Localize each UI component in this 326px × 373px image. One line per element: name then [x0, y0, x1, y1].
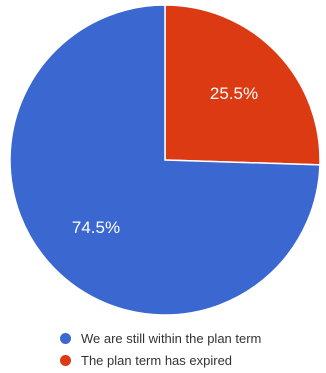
pie-slice-expired[interactable]: [164, 4, 321, 166]
legend-label-expired: The plan term has expired: [81, 352, 233, 368]
legend-label-within-term: We are still within the plan term: [81, 330, 262, 346]
slice-label-expired: 25.5%: [210, 84, 258, 103]
pie-slice-within-term[interactable]: [9, 4, 321, 316]
legend-item-within-term[interactable]: We are still within the plan term: [60, 328, 261, 348]
slice-label-within-term: 74.5%: [72, 218, 120, 237]
legend-swatch-within-term: [60, 332, 71, 344]
legend-swatch-expired: [60, 354, 71, 366]
legend-item-expired[interactable]: The plan term has expired: [60, 350, 261, 370]
legend: We are still within the plan term The pl…: [60, 328, 261, 372]
pie-chart: 25.5% 74.5%: [9, 4, 321, 316]
